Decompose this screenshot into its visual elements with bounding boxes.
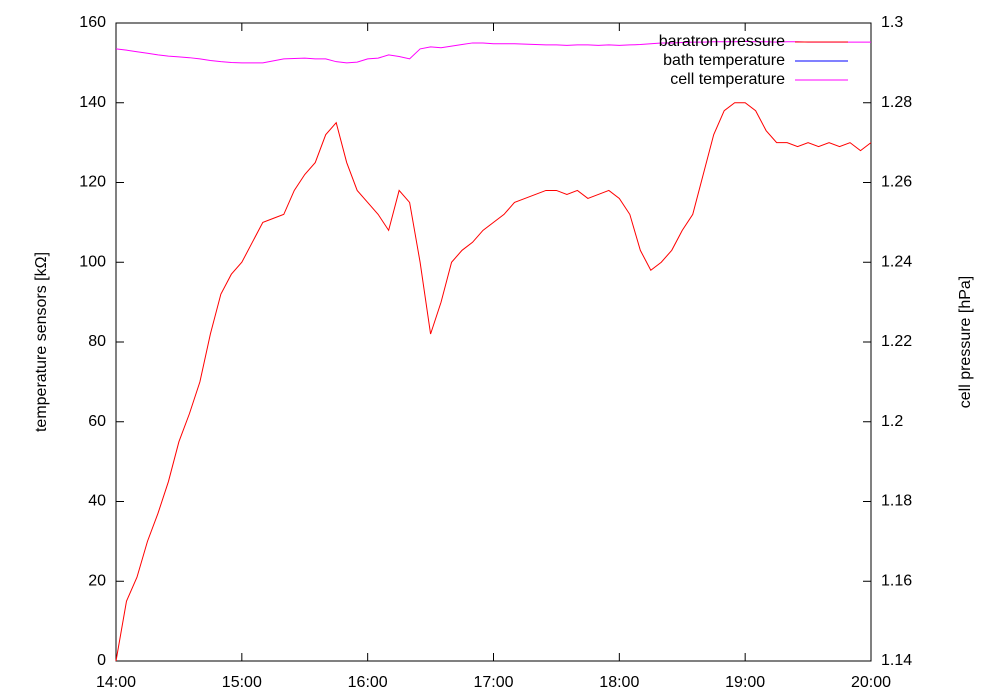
legend-label: baratron pressure — [659, 33, 785, 50]
y-tick-label: 80 — [88, 333, 106, 350]
x-tick-label: 18:00 — [599, 674, 639, 691]
y2-tick-label: 1.14 — [881, 652, 912, 669]
y-tick-label: 60 — [88, 413, 106, 430]
y-tick-label: 100 — [79, 253, 106, 270]
y2-tick-label: 1.16 — [881, 572, 912, 589]
y-axis-label: temperature sensors [kΩ] — [33, 252, 50, 432]
x-tick-label: 17:00 — [473, 674, 513, 691]
series-line — [115, 40, 871, 64]
plot-frame — [115, 22, 872, 662]
y2-axis-label: cell pressure [hPa] — [957, 276, 974, 409]
y-tick-label: 20 — [88, 572, 106, 589]
y-tick-label: 120 — [79, 174, 106, 191]
y2-tick-label: 1.2 — [881, 413, 903, 430]
y-tick-label: 160 — [79, 14, 106, 31]
y2-tick-label: 1.26 — [881, 174, 912, 191]
x-tick-label: 14:00 — [96, 674, 136, 691]
y2-tick-label: 1.18 — [881, 493, 912, 510]
y2-tick-label: 1.3 — [881, 14, 903, 31]
y2-tick-label: 1.22 — [881, 333, 912, 350]
series-line — [115, 102, 872, 662]
x-tick-label: 16:00 — [348, 674, 388, 691]
y-tick-label: 40 — [88, 493, 106, 510]
x-tick-label: 20:00 — [851, 674, 891, 691]
y2-tick-label: 1.24 — [881, 253, 912, 270]
x-tick-label: 15:00 — [222, 674, 262, 691]
legend-label: cell temperature — [670, 71, 785, 88]
x-tick-label: 19:00 — [725, 674, 765, 691]
legend-label: bath temperature — [663, 52, 785, 69]
y-tick-label: 0 — [97, 652, 106, 669]
y-tick-label: 140 — [79, 94, 106, 111]
y2-tick-label: 1.28 — [881, 94, 912, 111]
